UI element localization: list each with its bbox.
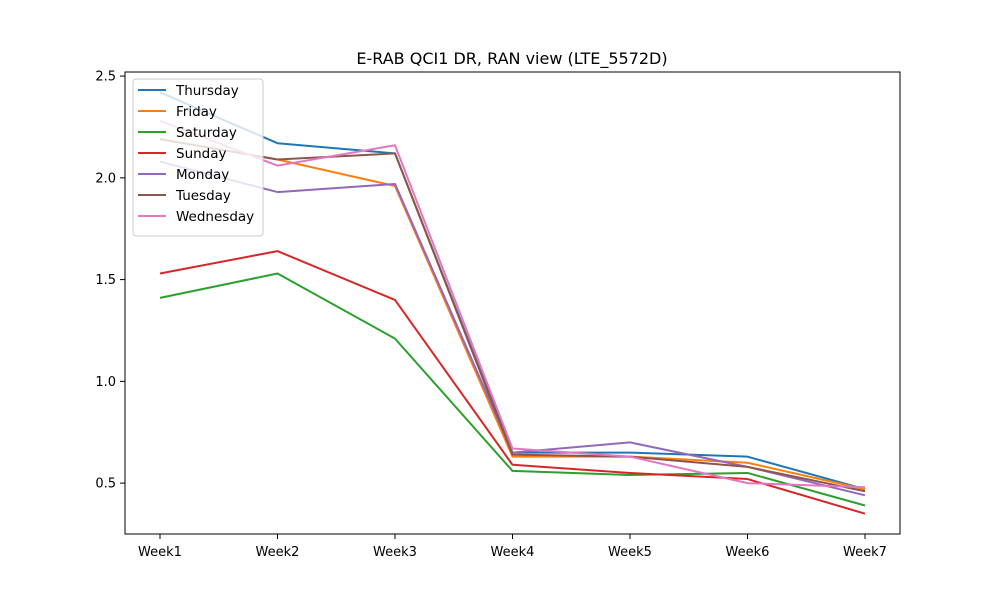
legend-label-friday: Friday	[176, 104, 217, 120]
y-tick-label: 1.0	[95, 375, 116, 390]
series-line-sunday	[159, 250, 866, 515]
y-tick-label: 0.5	[95, 477, 116, 492]
legend-label-thursday: Thursday	[175, 83, 239, 99]
x-tick-label: Week3	[373, 545, 417, 560]
x-tick-label: Week2	[256, 545, 300, 560]
x-tick-label: Week4	[491, 545, 535, 560]
series-line-tuesday	[159, 138, 866, 493]
y-tick-label: 1.5	[95, 273, 116, 288]
legend-box	[132, 78, 264, 237]
series-line-friday	[159, 138, 866, 491]
series-line-wednesday	[159, 119, 866, 489]
series-line-thursday	[159, 91, 866, 491]
series-line-monday	[159, 160, 866, 497]
series-line-saturday	[159, 272, 866, 507]
axes-layer: Week1 Week2 Week3 Week4 Week5 Week6 Week7 0.5 1.…	[95, 70, 901, 560]
x-tick-label: Week1	[138, 545, 182, 560]
chart-title: E-RAB QCI1 DR, RAN view (LTE_5572D)	[356, 49, 667, 69]
x-tick-label: Week5	[608, 545, 652, 560]
y-tick-label: 2.5	[95, 70, 116, 85]
y-tick-label: 2.0	[95, 171, 116, 186]
legend-label-wednesday: Wednesday	[176, 209, 254, 225]
legend-label-saturday: Saturday	[176, 125, 237, 141]
legend-label-monday: Monday	[176, 167, 229, 183]
series-layer	[159, 91, 866, 515]
legend-label-tuesday: Tuesday	[175, 188, 231, 204]
x-tick-label: Week6	[726, 545, 770, 560]
legend-label-sunday: Sunday	[176, 146, 227, 162]
legend: Thursday Friday Saturday Sunday Monday Tuesda…	[132, 78, 264, 237]
x-tick-label: Week7	[843, 545, 887, 560]
